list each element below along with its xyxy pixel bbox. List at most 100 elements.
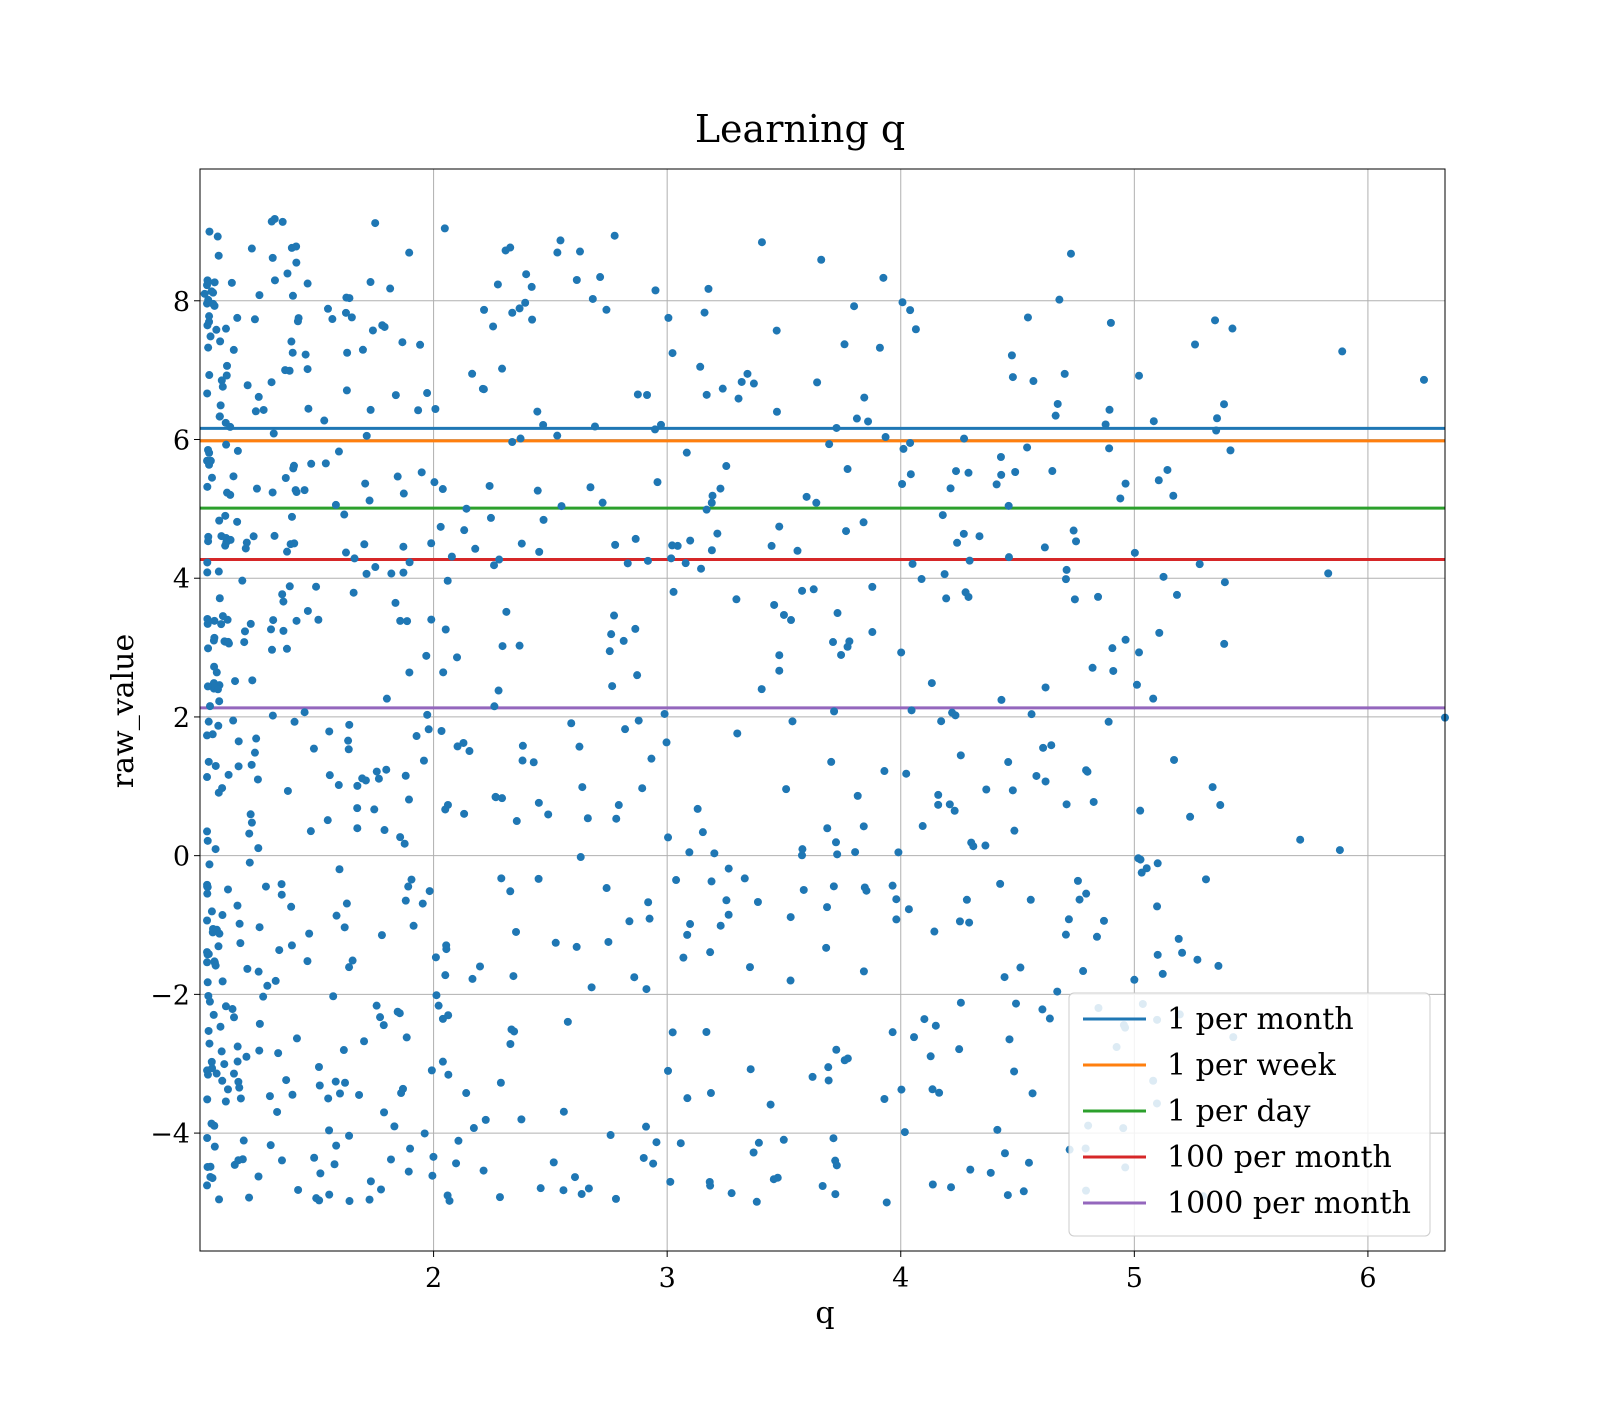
scatter-point <box>368 326 377 335</box>
scatter-point <box>668 541 677 550</box>
scatter-point <box>668 349 677 358</box>
scatter-point <box>702 390 711 399</box>
scatter-point <box>1069 526 1078 535</box>
scatter-point <box>1005 1035 1014 1044</box>
scatter-point <box>204 644 213 653</box>
scatter-point <box>290 717 299 726</box>
scatter-point <box>587 983 596 992</box>
scatter-point <box>496 1078 505 1087</box>
scatter-point <box>798 586 807 595</box>
scatter-point <box>203 882 212 891</box>
scatter-point <box>203 978 212 987</box>
scatter-point <box>1419 375 1428 384</box>
scatter-point <box>216 337 225 346</box>
scatter-point <box>480 305 489 314</box>
scatter-point <box>686 920 695 929</box>
scatter-point <box>386 284 395 293</box>
scatter-point <box>207 1119 216 1128</box>
scatter-point <box>247 760 256 769</box>
scatter-point <box>215 929 224 938</box>
scatter-point <box>955 917 964 926</box>
scatter-point <box>360 1037 369 1046</box>
scatter-point <box>664 833 673 842</box>
scatter-point <box>683 1094 692 1103</box>
scatter-point <box>947 1183 956 1192</box>
scatter-point <box>518 741 527 750</box>
scatter-point <box>323 816 332 825</box>
scatter-point <box>1201 875 1210 884</box>
scatter-point <box>397 1089 406 1098</box>
scatter-point <box>1170 755 1179 764</box>
scatter-point <box>544 810 553 819</box>
scatter-point <box>217 620 226 629</box>
scatter-point <box>1092 932 1101 941</box>
scatter-point <box>453 742 462 751</box>
scatter-point <box>757 238 766 247</box>
scatter-point <box>345 294 354 303</box>
scatter-point <box>485 481 494 490</box>
scatter-point <box>418 899 427 908</box>
scatter-point <box>344 745 353 754</box>
scatter-point <box>1023 443 1032 452</box>
plot-frame <box>199 168 1446 1252</box>
scatter-point <box>832 1161 841 1170</box>
scatter-point <box>221 1097 230 1106</box>
scatter-point <box>209 679 218 688</box>
scatter-point <box>506 1039 515 1048</box>
scatter-point <box>366 1177 375 1186</box>
scatter-point <box>391 391 400 400</box>
scatter-point <box>1105 444 1114 453</box>
scatter-point <box>462 1089 471 1098</box>
scatter-point <box>216 1022 225 1031</box>
scatter-point <box>255 291 264 300</box>
scatter-point <box>965 918 974 927</box>
scatter-point <box>493 280 502 289</box>
scatter-point <box>241 544 250 553</box>
scatter-point <box>462 504 471 513</box>
scatter-point <box>438 1057 447 1066</box>
scatter-point <box>231 677 240 686</box>
scatter-point <box>809 585 818 594</box>
scatter-point <box>612 814 621 823</box>
scatter-point <box>245 829 254 838</box>
scatter-point <box>372 767 381 776</box>
scatter-point <box>214 721 223 730</box>
scatter-point <box>215 412 224 421</box>
scatter-point <box>797 851 806 860</box>
scatter-point <box>412 732 421 741</box>
scatter-point <box>495 555 504 564</box>
scatter-point <box>210 616 219 625</box>
scatter-point <box>243 381 252 390</box>
scatter-point <box>283 269 292 278</box>
scatter-point <box>722 462 731 471</box>
scatter-point <box>290 539 299 548</box>
scatter-point <box>206 456 215 465</box>
scatter-point <box>737 377 746 386</box>
scatter-point <box>211 761 220 770</box>
scatter-point <box>772 326 781 335</box>
scatter-point <box>218 911 227 920</box>
scatter-point <box>1004 501 1013 510</box>
scatter-point <box>868 582 877 591</box>
scatter-point <box>647 754 656 763</box>
scatter-point <box>527 282 536 291</box>
scatter-point <box>377 1185 386 1194</box>
scatter-point <box>782 785 791 794</box>
scatter-point <box>246 810 255 819</box>
scatter-point <box>387 569 396 578</box>
scatter-point <box>335 1089 344 1098</box>
scatter-point <box>955 1045 964 1054</box>
scatter-point <box>223 615 232 624</box>
scatter-point <box>962 895 971 904</box>
scatter-point <box>529 758 538 767</box>
scatter-point <box>1155 628 1164 637</box>
scatter-point <box>240 627 249 636</box>
scatter-point <box>205 227 214 236</box>
scatter-point <box>1228 324 1237 333</box>
scatter-point <box>906 470 915 479</box>
scatter-point <box>906 306 915 315</box>
scatter-point <box>350 554 359 563</box>
scatter-point <box>422 651 431 660</box>
scatter-point <box>348 956 357 965</box>
scatter-point <box>1135 371 1144 380</box>
